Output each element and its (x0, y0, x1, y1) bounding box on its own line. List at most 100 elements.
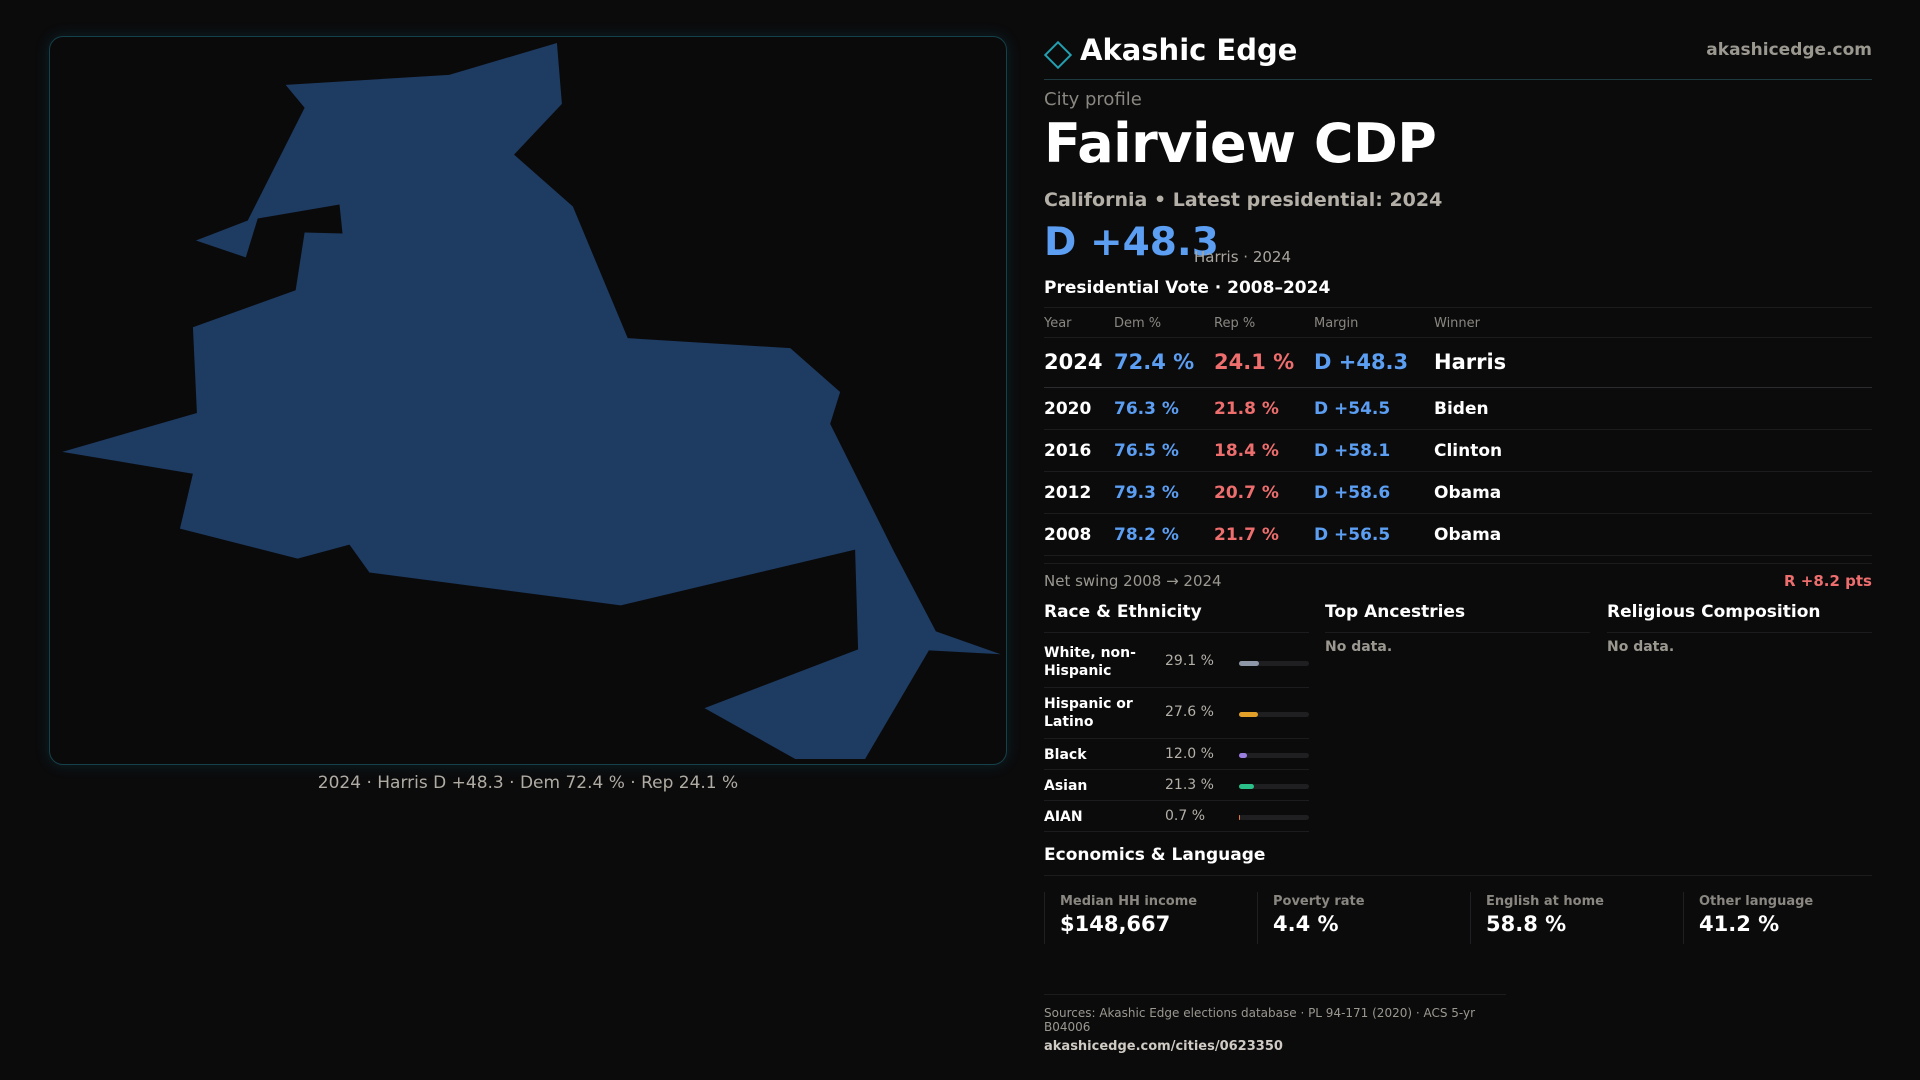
race-name: Black (1044, 747, 1087, 763)
row-dem: 76.3 % (1114, 399, 1179, 419)
row-year: 2012 (1044, 483, 1092, 503)
header-dem: Dem % (1114, 316, 1162, 331)
row-rep: 18.4 % (1214, 441, 1279, 461)
headline-note: Harris · 2024 (1194, 248, 1292, 266)
sources-footer: Sources: Akashic Edge elections database… (1044, 994, 1506, 1054)
race-bar-fill (1239, 661, 1260, 666)
header-rep: Rep % (1214, 316, 1256, 331)
row-year: 2024 (1044, 350, 1103, 374)
row-dem: 78.2 % (1114, 525, 1179, 545)
list-item: Black 12.0 % (1044, 739, 1309, 770)
stat-value: 41.2 % (1699, 912, 1780, 936)
row-margin: D +58.6 (1314, 483, 1391, 503)
race-name: AIAN (1044, 809, 1083, 825)
race-percent: 27.6 % (1165, 704, 1214, 720)
brand-header: Akashic Edge akashicedge.com (1043, 30, 1872, 80)
row-winner: Biden (1434, 399, 1489, 419)
row-rep: 21.7 % (1214, 525, 1279, 545)
race-name: White, non-Hispanic (1044, 645, 1136, 679)
row-winner: Harris (1434, 350, 1507, 374)
row-dem: 72.4 % (1114, 350, 1195, 374)
row-rep: 20.7 % (1214, 483, 1279, 503)
row-margin: D +54.5 (1314, 399, 1391, 419)
row-year: 2020 (1044, 399, 1092, 419)
stat-english-at-home: English at home 58.8 % (1470, 892, 1670, 944)
headline-margin: D +48.3 (1044, 220, 1219, 265)
stat-label: Poverty rate (1273, 894, 1365, 909)
race-percent: 29.1 % (1165, 653, 1214, 669)
table-row: 2012 79.3 % 20.7 % D +58.6 Obama (1044, 472, 1872, 514)
brand-name: Akashic Edge (1080, 33, 1298, 67)
stat-label: English at home (1486, 894, 1604, 909)
economics-section-title: Economics & Language (1044, 845, 1266, 865)
list-item: White, non-Hispanic 29.1 % (1044, 637, 1309, 688)
net-swing-value: R +8.2 pts (1784, 572, 1872, 590)
stat-other-language: Other language 41.2 % (1683, 892, 1883, 944)
table-header: Year Dem % Rep % Margin Winner (1044, 307, 1872, 338)
race-bar-fill (1239, 753, 1248, 758)
list-item: Hispanic or Latino 27.6 % (1044, 688, 1309, 739)
profile-subline: California • Latest presidential: 2024 (1044, 189, 1443, 211)
row-margin: D +56.5 (1314, 525, 1391, 545)
row-dem: 79.3 % (1114, 483, 1179, 503)
header-margin: Margin (1314, 316, 1359, 331)
race-percent: 12.0 % (1165, 746, 1214, 762)
net-swing-label: Net swing 2008 → 2024 (1044, 572, 1222, 590)
stat-value: $148,667 (1060, 912, 1171, 936)
row-year: 2008 (1044, 525, 1092, 545)
race-bar-track (1239, 753, 1309, 758)
net-swing-row: Net swing 2008 → 2024 R +8.2 pts (1044, 563, 1872, 593)
stat-value: 4.4 % (1273, 912, 1339, 936)
brand-diamond-icon (1043, 40, 1073, 70)
profile-kicker: City profile (1044, 89, 1142, 110)
race-list: White, non-Hispanic 29.1 % Hispanic or L… (1044, 637, 1309, 832)
sources-text: Sources: Akashic Edge elections database… (1044, 1006, 1476, 1034)
race-bar-fill (1239, 815, 1240, 820)
map-caption: 2024 · Harris D +48.3 · Dem 72.4 % · Rep… (317, 773, 739, 793)
row-winner: Obama (1434, 483, 1502, 503)
row-winner: Obama (1434, 525, 1502, 545)
profile-panel: Akashic Edge akashicedge.com City profil… (1043, 0, 1872, 1080)
race-percent: 0.7 % (1165, 808, 1206, 824)
stat-poverty-rate: Poverty rate 4.4 % (1257, 892, 1457, 944)
ancestries-empty-text: No data. (1325, 639, 1393, 655)
district-map[interactable] (49, 36, 1007, 765)
race-bar-track (1239, 815, 1309, 820)
race-bar-fill (1239, 784, 1254, 789)
economics-grid: Median HH income $148,667 Poverty rate 4… (1044, 875, 1872, 945)
header-winner: Winner (1434, 316, 1481, 331)
race-section-title: Race & Ethnicity (1044, 602, 1309, 633)
race-percent: 21.3 % (1165, 777, 1214, 793)
table-row: 2008 78.2 % 21.7 % D +56.5 Obama (1044, 514, 1872, 556)
vote-history-title: Presidential Vote · 2008–2024 (1044, 278, 1331, 298)
row-rep: 21.8 % (1214, 399, 1279, 419)
race-bar-fill (1239, 712, 1259, 717)
stat-value: 58.8 % (1486, 912, 1567, 936)
sources-url-link[interactable]: akashicedge.com/cities/0623350 (1044, 1039, 1283, 1054)
row-margin: D +58.1 (1314, 441, 1391, 461)
vote-history-table: Year Dem % Rep % Margin Winner 2024 72.4… (1044, 307, 1872, 556)
header-year: Year (1044, 316, 1072, 331)
row-winner: Clinton (1434, 441, 1503, 461)
table-row: 2016 76.5 % 18.4 % D +58.1 Clinton (1044, 430, 1872, 472)
row-rep: 24.1 % (1214, 350, 1295, 374)
race-name: Asian (1044, 778, 1088, 794)
page-title: Fairview CDP (1044, 112, 1437, 175)
religion-section-title: Religious Composition (1607, 602, 1872, 633)
stat-label: Other language (1699, 894, 1814, 909)
brand-url-link[interactable]: akashicedge.com (1706, 40, 1872, 60)
race-bar-track (1239, 784, 1309, 789)
row-year: 2016 (1044, 441, 1092, 461)
row-margin: D +48.3 (1314, 350, 1409, 374)
row-dem: 76.5 % (1114, 441, 1179, 461)
table-row: 2024 72.4 % 24.1 % D +48.3 Harris (1044, 338, 1872, 388)
list-item: AIAN 0.7 % (1044, 801, 1309, 832)
race-bar-track (1239, 712, 1309, 717)
district-shape[interactable] (62, 42, 1001, 760)
list-item: Asian 21.3 % (1044, 770, 1309, 801)
district-map-svg (62, 42, 1001, 760)
race-name: Hispanic or Latino (1044, 696, 1133, 730)
religion-empty-text: No data. (1607, 639, 1675, 655)
race-bar-track (1239, 661, 1309, 666)
table-row: 2020 76.3 % 21.8 % D +54.5 Biden (1044, 388, 1872, 430)
